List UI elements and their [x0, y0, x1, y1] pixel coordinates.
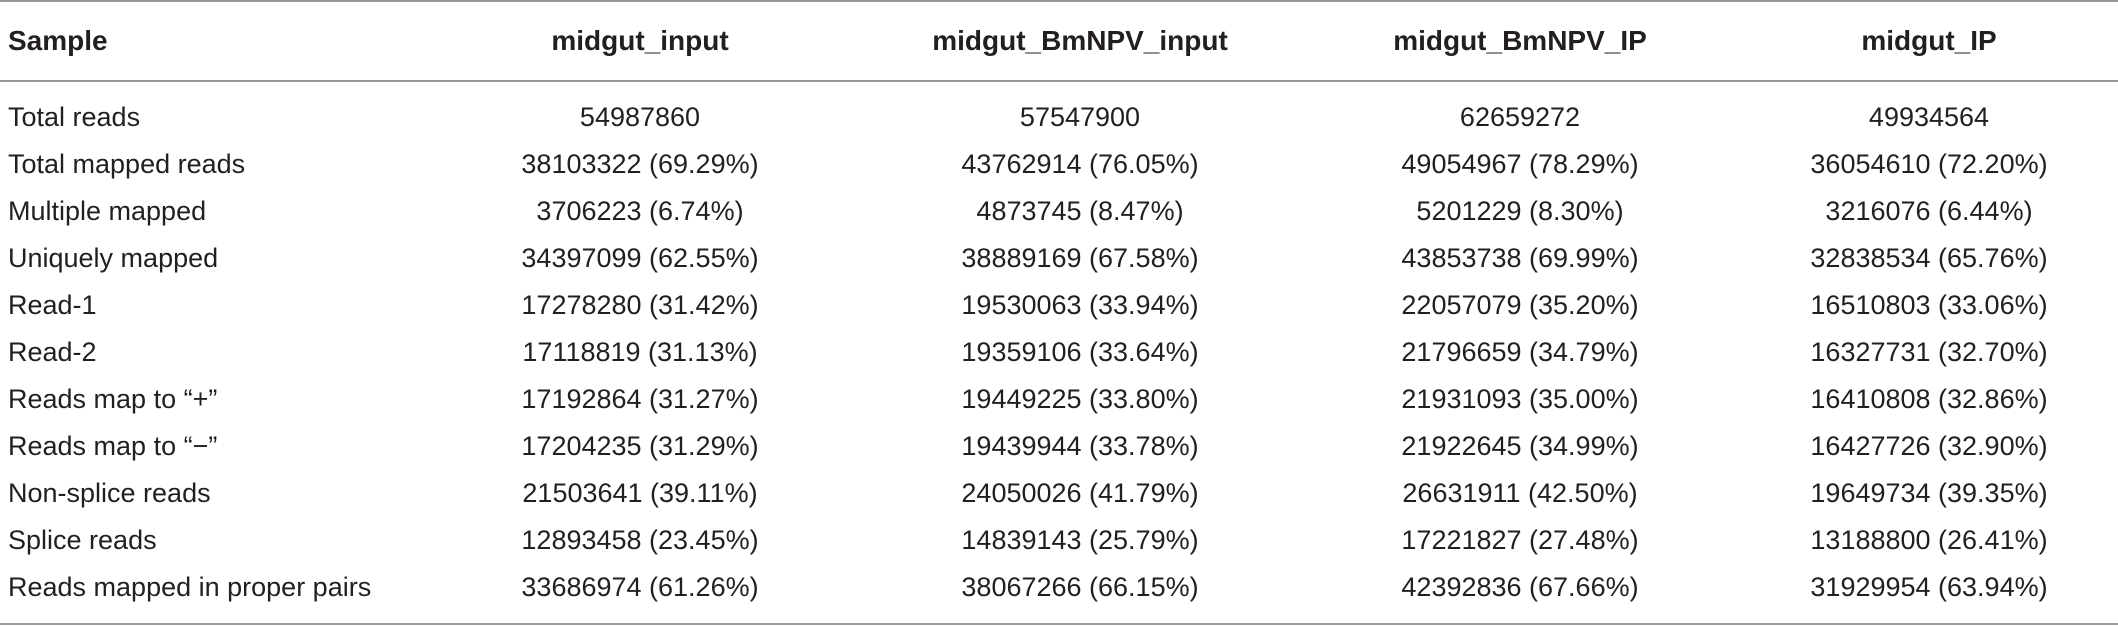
table-row: Total reads 54987860 57547900 62659272 4…: [0, 81, 2118, 141]
table-cell: 14839143 (25.79%): [961, 525, 1199, 555]
table-cell: 17204235 (31.29%): [521, 431, 759, 461]
table-row: Splice reads 12893458 (23.45%) 14839143 …: [0, 517, 2118, 564]
table-row: Multiple mapped 3706223 (6.74%) 4873745 …: [0, 188, 2118, 235]
table-cell: 38103322 (69.29%): [521, 149, 759, 179]
header-cell-midgut-input: midgut_input: [551, 25, 729, 56]
table-row: Reads map to “−” 17204235 (31.29%) 19439…: [0, 423, 2118, 470]
row-label: Multiple mapped: [8, 196, 207, 226]
table-row: Non-splice reads 21503641 (39.11%) 24050…: [0, 470, 2118, 517]
table-cell: 22057079 (35.20%): [1401, 290, 1639, 320]
row-label: Total reads: [8, 102, 141, 132]
table-cell: 17278280 (31.42%): [521, 290, 759, 320]
header-cell-midgut-ip: midgut_IP: [1861, 25, 1997, 56]
table-cell: 54987860: [579, 102, 701, 132]
row-label: Non-splice reads: [8, 478, 211, 508]
table-cell: 49054967 (78.29%): [1401, 149, 1639, 179]
table-cell: 17221827 (27.48%): [1401, 525, 1639, 555]
table-cell: 21796659 (34.79%): [1401, 337, 1639, 367]
table-row: Reads map to “+” 17192864 (31.27%) 19449…: [0, 376, 2118, 423]
table-cell: 24050026 (41.79%): [961, 478, 1199, 508]
row-label: Total mapped reads: [8, 149, 246, 179]
table-row: Reads mapped in proper pairs 33686974 (6…: [0, 564, 2118, 624]
table-row: Uniquely mapped 34397099 (62.55%) 388891…: [0, 235, 2118, 282]
row-label: Read-1: [8, 290, 97, 320]
table-row: Total mapped reads 38103322 (69.29%) 437…: [0, 141, 2118, 188]
table-cell: 43853738 (69.99%): [1401, 243, 1639, 273]
table-cell: 3216076 (6.44%): [1825, 196, 2033, 226]
table-cell: 21922645 (34.99%): [1401, 431, 1639, 461]
table-cell: 5201229 (8.30%): [1416, 196, 1624, 226]
table-cell: 19439944 (33.78%): [961, 431, 1199, 461]
table-cell: 33686974 (61.26%): [521, 572, 759, 602]
row-label: Reads mapped in proper pairs: [8, 572, 372, 602]
table-cell: 42392836 (67.66%): [1401, 572, 1639, 602]
table-header-row: Sample midgut_input midgut_BmNPV_input m…: [0, 1, 2118, 81]
table-cell: 62659272: [1459, 102, 1581, 132]
table-cell: 32838534 (65.76%): [1810, 243, 2048, 273]
table-cell: 38067266 (66.15%): [961, 572, 1199, 602]
table-cell: 4873745 (8.47%): [976, 196, 1184, 226]
table-cell: 17192864 (31.27%): [521, 384, 759, 414]
table-cell: 49934564: [1868, 102, 1990, 132]
table-cell: 16510803 (33.06%): [1810, 290, 2048, 320]
table-cell: 12893458 (23.45%): [521, 525, 759, 555]
table-cell: 19449225 (33.80%): [961, 384, 1199, 414]
table-cell: 34397099 (62.55%): [521, 243, 759, 273]
table-cell: 16410808 (32.86%): [1810, 384, 2048, 414]
header-cell-sample: Sample: [8, 25, 108, 56]
header-cell-midgut-bmnpv-input: midgut_BmNPV_input: [932, 25, 1228, 56]
row-label: Splice reads: [8, 525, 157, 555]
table-cell: 31929954 (63.94%): [1810, 572, 2048, 602]
table-cell: 21503641 (39.11%): [522, 478, 758, 508]
table-row: Read-1 17278280 (31.42%) 19530063 (33.94…: [0, 282, 2118, 329]
table-row: Read-2 17118819 (31.13%) 19359106 (33.64…: [0, 329, 2118, 376]
table-cell: 19359106 (33.64%): [961, 337, 1199, 367]
table-cell: 26631911 (42.50%): [1402, 478, 1638, 508]
table-cell: 43762914 (76.05%): [961, 149, 1199, 179]
row-label: Uniquely mapped: [8, 243, 219, 273]
table-cell: 17118819 (31.13%): [522, 337, 758, 367]
table-cell: 13188800 (26.41%): [1810, 525, 2048, 555]
table-cell: 16327731 (32.70%): [1810, 337, 2048, 367]
table-cell: 21931093 (35.00%): [1401, 384, 1639, 414]
table-cell: 3706223 (6.74%): [536, 196, 744, 226]
table-cell: 38889169 (67.58%): [961, 243, 1199, 273]
header-cell-midgut-bmnpv-ip: midgut_BmNPV_IP: [1393, 25, 1647, 56]
table-cell: 16427726 (32.90%): [1810, 431, 2048, 461]
table-cell: 19649734 (39.35%): [1810, 478, 2048, 508]
table-cell: 36054610 (72.20%): [1810, 149, 2048, 179]
row-label: Reads map to “+”: [8, 384, 218, 414]
table-cell: 19530063 (33.94%): [961, 290, 1199, 320]
row-label: Read-2: [8, 337, 97, 367]
table-cell: 57547900: [1019, 102, 1141, 132]
row-label: Reads map to “−”: [8, 431, 218, 461]
